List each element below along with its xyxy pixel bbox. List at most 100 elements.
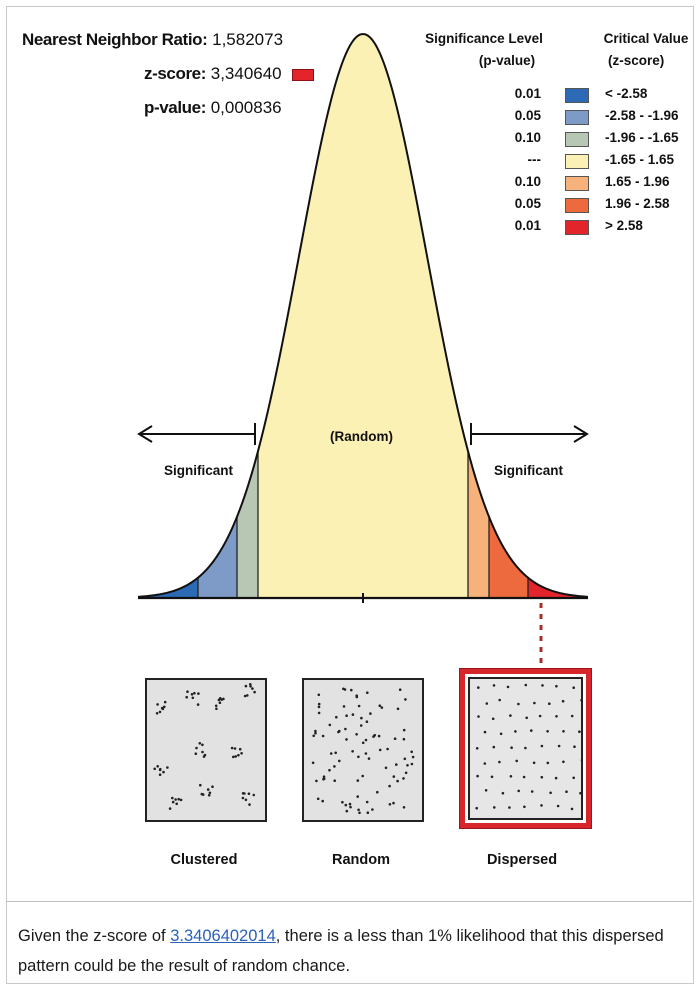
- point: [562, 760, 565, 764]
- point: [540, 744, 544, 748]
- point: [410, 762, 414, 766]
- point: [322, 775, 326, 778]
- random-label: (Random): [330, 429, 393, 444]
- point: [321, 734, 325, 738]
- legend-significance-header: Significance Level (p-value): [425, 28, 543, 72]
- point: [193, 691, 196, 695]
- point: [378, 748, 382, 752]
- point: [349, 805, 352, 809]
- point: [366, 691, 369, 694]
- point: [541, 684, 544, 687]
- region-2-58-to-1-96: [198, 34, 237, 598]
- point: [404, 698, 407, 701]
- point: [155, 712, 159, 715]
- point: [230, 746, 234, 750]
- point: [554, 776, 558, 780]
- point: [311, 761, 315, 765]
- point: [475, 806, 478, 810]
- point: [483, 762, 487, 765]
- point: [540, 804, 543, 807]
- point: [171, 800, 175, 804]
- point: [158, 773, 162, 776]
- point: [317, 702, 321, 706]
- point: [195, 746, 198, 750]
- dispersed-pattern: [468, 677, 584, 820]
- point: [356, 779, 360, 782]
- critical-header-line1: Critical Value: [603, 31, 689, 46]
- point: [338, 759, 341, 763]
- point: [244, 684, 248, 688]
- point: [396, 707, 400, 711]
- point: [247, 792, 251, 795]
- point: [317, 693, 321, 697]
- legend-p-value: 0.10: [514, 174, 541, 189]
- z-score-link[interactable]: 3.3406402014: [170, 927, 276, 945]
- point: [483, 730, 487, 734]
- point: [557, 744, 561, 748]
- z-score-stat: z-score: 3,340640: [144, 64, 315, 84]
- point: [321, 799, 324, 803]
- legend-z-range: < -2.58: [605, 86, 648, 101]
- summary-text: Given the z-score of 3.3406402014, there…: [18, 921, 686, 981]
- clustered-pattern: [145, 678, 267, 822]
- point: [517, 702, 520, 706]
- legend-swatch: [565, 176, 589, 191]
- point: [215, 707, 218, 711]
- point: [162, 770, 165, 774]
- point: [156, 703, 159, 706]
- point: [365, 800, 369, 804]
- point: [411, 755, 415, 759]
- point: [361, 741, 365, 745]
- curve-regions: [138, 34, 588, 598]
- left-significant-label: Significant: [164, 463, 234, 478]
- point: [171, 796, 174, 800]
- point: [530, 790, 534, 793]
- point: [492, 745, 496, 749]
- legend-swatch: [565, 154, 589, 169]
- point: [492, 684, 496, 687]
- point: [241, 796, 245, 800]
- point: [484, 789, 488, 792]
- point: [357, 704, 361, 708]
- point: [506, 685, 510, 689]
- point: [246, 694, 249, 697]
- point: [168, 807, 172, 810]
- legend-swatch: [565, 88, 589, 103]
- point: [388, 784, 391, 788]
- point: [570, 807, 574, 811]
- region-1-65-to-1-96: [468, 34, 489, 598]
- point: [345, 809, 349, 813]
- point: [249, 685, 252, 688]
- point: [498, 698, 501, 702]
- point: [475, 747, 479, 750]
- right-arrow: [470, 423, 589, 445]
- legend-swatch: [565, 132, 589, 147]
- point: [501, 791, 505, 795]
- point: [341, 800, 344, 804]
- legend-p-value: ---: [527, 152, 542, 167]
- point: [402, 737, 406, 741]
- point: [546, 761, 550, 765]
- point: [580, 699, 583, 702]
- dispersed-caption: Dispersed: [486, 852, 558, 868]
- point: [498, 760, 501, 764]
- point: [208, 791, 212, 795]
- legend-z-range: -1.96 - -1.65: [605, 130, 679, 145]
- point: [562, 730, 565, 733]
- point: [328, 723, 332, 727]
- legend-p-value: 0.05: [514, 108, 541, 123]
- point: [384, 766, 388, 770]
- p-value-value: 0,000836: [210, 98, 282, 117]
- point: [201, 743, 204, 747]
- point: [199, 783, 202, 787]
- point: [388, 803, 392, 806]
- point: [377, 734, 381, 738]
- point: [244, 798, 248, 802]
- point: [234, 755, 237, 758]
- point: [237, 753, 240, 757]
- point: [345, 714, 348, 717]
- point: [367, 757, 371, 760]
- separator: [6, 901, 692, 902]
- point: [243, 694, 247, 698]
